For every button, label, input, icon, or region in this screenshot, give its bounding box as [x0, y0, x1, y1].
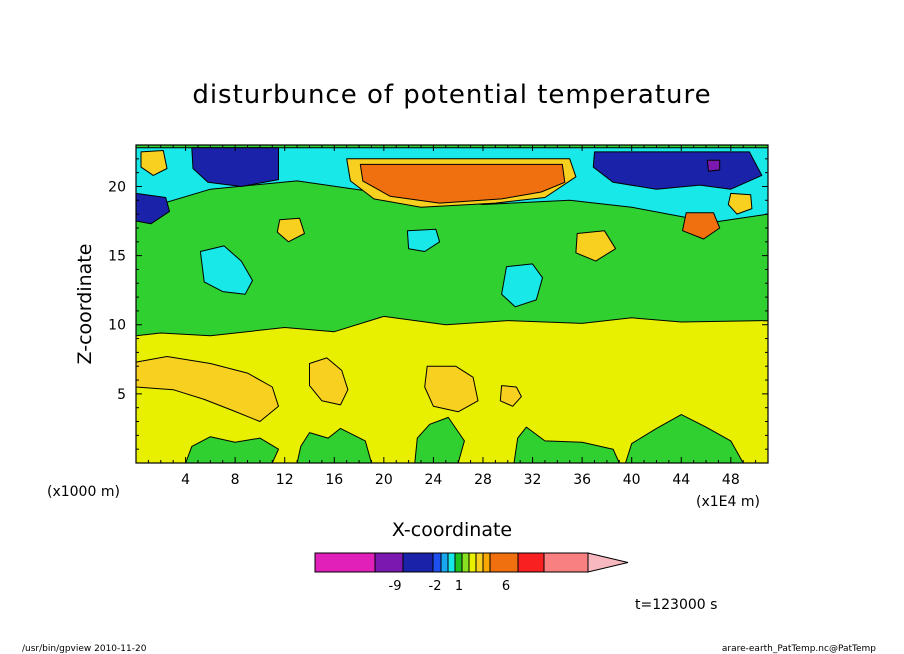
colorbar-tick-label: 1 [455, 579, 463, 594]
contour-region-lower-warm-cell-mid [424, 365, 479, 413]
y-tick-label: 20 [108, 179, 126, 195]
contour-region-upper-warm-right3 [727, 192, 753, 215]
contour-region-mid-cool-blob-small [406, 228, 441, 252]
y-axis-label: Z-coordinate [74, 244, 96, 365]
contour-region-upper-cold-left [191, 147, 279, 187]
contour-region-upper-warm-left [140, 150, 168, 176]
colorbar-bin [468, 552, 477, 573]
y-tick-label: 5 [117, 387, 126, 403]
x-tick-label: 16 [325, 472, 343, 488]
colorbar-bin [440, 552, 449, 573]
contour-region-lower-warm-cell-left [136, 356, 279, 422]
x-unit-label: (x1000 m) [47, 484, 120, 500]
plot-area [136, 145, 768, 463]
contour-region-lower-warm-cell-left2 [309, 357, 349, 406]
colorbar-bin [543, 552, 589, 573]
footer-left: /usr/bin/gpview 2010-11-20 [22, 644, 147, 654]
contour-region-upper-cold-left-edge [136, 192, 170, 225]
time-label: t=123000 s [635, 597, 717, 613]
colorbar-tick-label: -9 [389, 579, 402, 594]
contour-regions [136, 147, 768, 463]
contour-region-upper-coldest-right [706, 159, 721, 172]
x-tick-label: 32 [524, 472, 542, 488]
x-tick-label: 12 [276, 472, 294, 488]
x-tick-label: 4 [181, 472, 190, 488]
contour-region-surface-cool-patch-right [513, 426, 620, 463]
contour-region-upper-warm-core [359, 163, 566, 204]
colorbar-bin [517, 552, 545, 573]
colorbar-bin [482, 552, 491, 573]
contour-region-lower-warm-cell-right [499, 385, 522, 407]
contour-region-surface-cool-patch-center [414, 416, 465, 463]
colorbar-bin [314, 552, 376, 573]
colorbar-bin [374, 552, 404, 573]
contour-region-mid-cool-blob-right [501, 263, 543, 308]
y-tick-label: 10 [108, 318, 126, 334]
colorbar-end-arrow [587, 552, 629, 573]
x-tick-label: 44 [672, 472, 690, 488]
colorbar-bin [454, 552, 463, 573]
contour-region-upper-cold-right [592, 151, 763, 190]
colorbar-bin [432, 552, 442, 573]
y-axis-ticks: 5 10 15 20 [108, 158, 768, 450]
footer-right: arare-earth_PatTemp.nc@PatTemp [722, 644, 876, 654]
colorbar-bin [475, 552, 484, 573]
contour-region-surface-cool-patch-far-right [625, 414, 744, 463]
contour-region-upper-warm-right2 [682, 212, 721, 240]
colorbar-bin [489, 552, 519, 573]
colorbar-tick-labels: -9 -2 1 6 [389, 579, 511, 594]
colorbar-bin [461, 552, 470, 573]
contour-region-surface-cool-patch-mid [296, 427, 372, 463]
colorbar-tick-label: -2 [429, 579, 442, 594]
y-tick-label: 15 [108, 249, 126, 265]
x-axis-label: X-coordinate [392, 519, 512, 541]
chart-title: disturbunce of potential temperature [192, 80, 711, 110]
x-axis-ticks: 4 8 12 16 20 24 28 32 36 40 44 48 [147, 145, 757, 488]
x-tick-label: 20 [375, 472, 393, 488]
x-tick-label: 28 [474, 472, 492, 488]
contour-region-upper-warm-left2 [276, 217, 305, 243]
x-scale-label: (x1E4 m) [696, 494, 760, 510]
colorbar-tick-label: 6 [502, 579, 510, 594]
contour-region-surface-cool-patch-left [185, 436, 279, 463]
x-tick-label: 36 [573, 472, 591, 488]
x-tick-label: 48 [722, 472, 740, 488]
x-tick-label: 8 [231, 472, 240, 488]
x-tick-label: 40 [623, 472, 641, 488]
colorbar [314, 552, 629, 573]
contour-region-upper-warm-right [575, 230, 617, 262]
colorbar-bin [402, 552, 434, 573]
plot-frame [135, 144, 769, 464]
x-tick-label: 24 [424, 472, 442, 488]
contour-region-mid-cool-blob-left [199, 245, 253, 295]
colorbar-bin [447, 552, 456, 573]
